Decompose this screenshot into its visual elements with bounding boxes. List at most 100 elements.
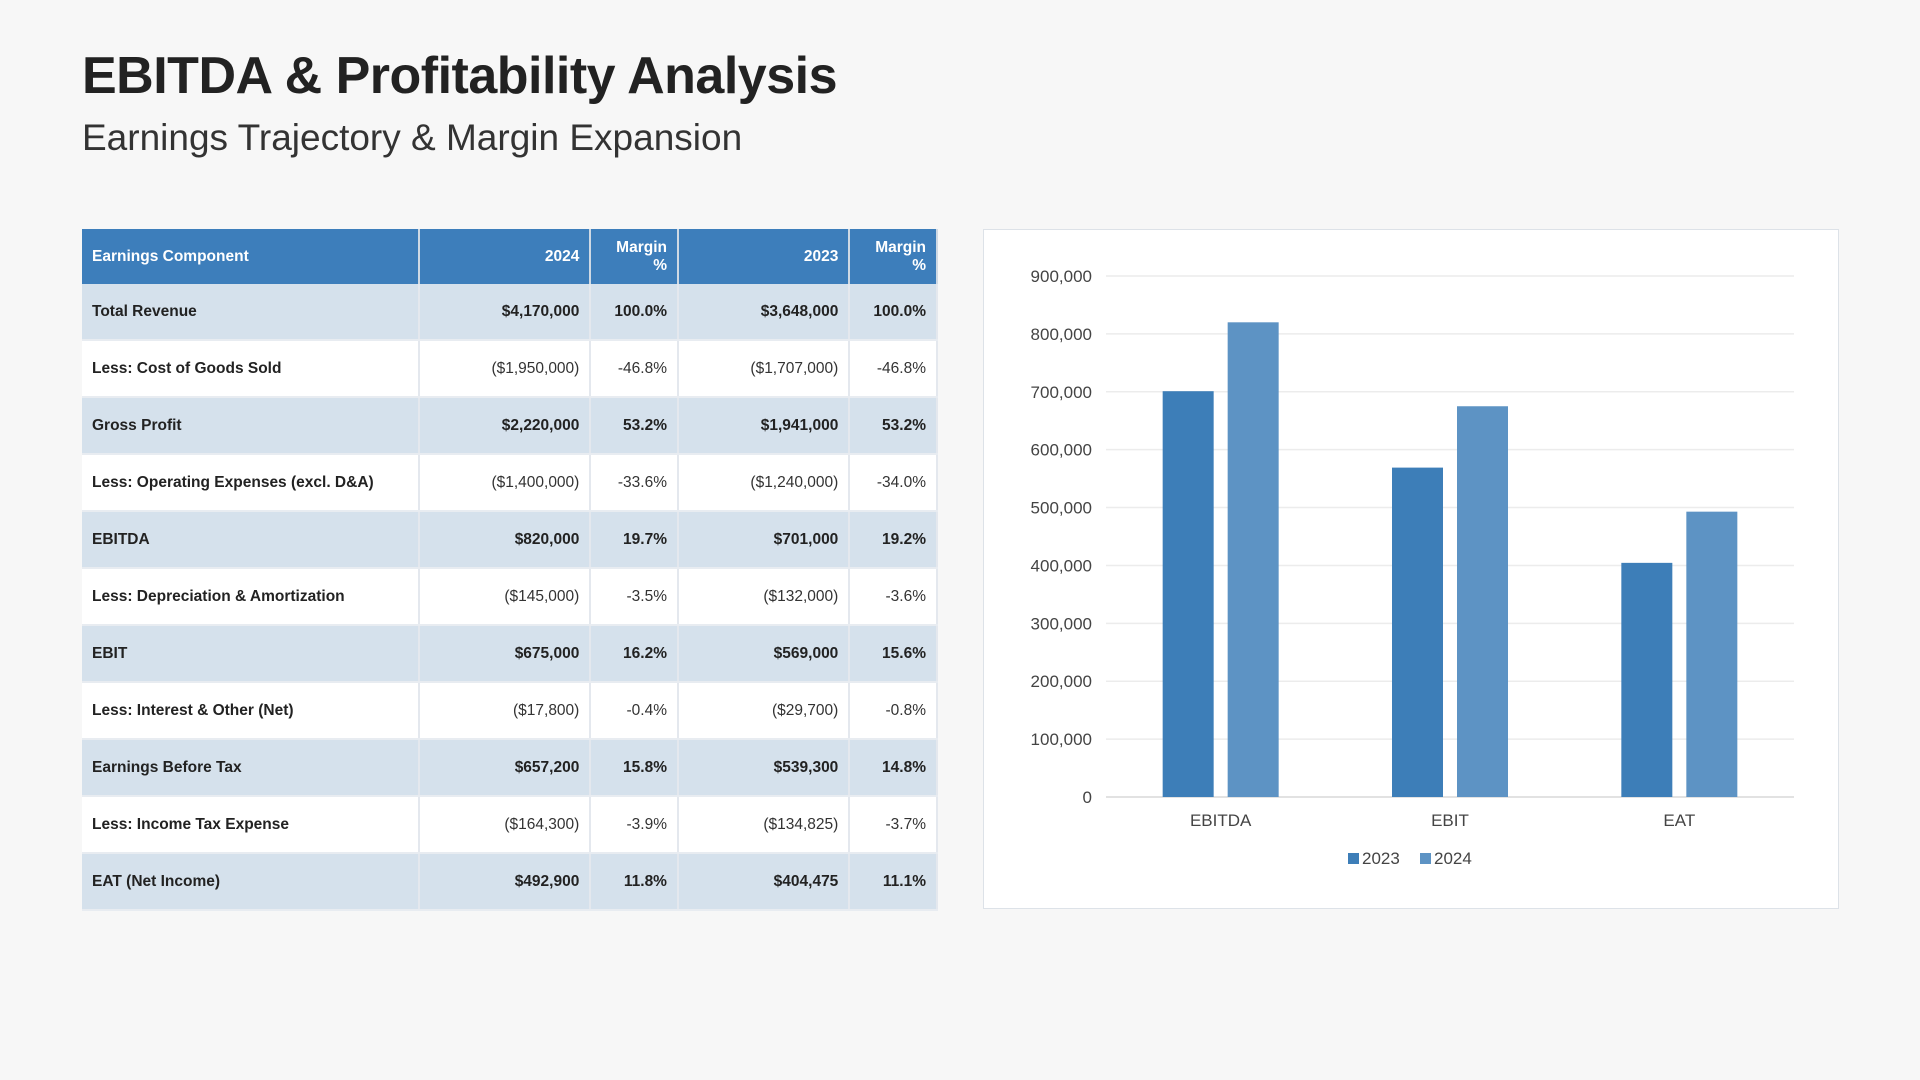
value-2024: ($17,800) — [419, 682, 592, 740]
value-2024: ($1,950,000) — [419, 340, 592, 398]
bar-2023-ebitda — [1162, 391, 1214, 797]
margin-2024: -3.9% — [590, 796, 679, 854]
value-2023: $3,648,000 — [677, 284, 851, 341]
value-2023: $569,000 — [677, 625, 851, 683]
column-header-2023: 2023 — [677, 229, 851, 284]
margin-2023: 53.2% — [849, 397, 938, 455]
x-tick-label: EAT — [1663, 811, 1695, 830]
row-label: Earnings Before Tax — [82, 739, 421, 797]
table-row: EAT (Net Income) $492,900 11.8% $404,475 11.… — [82, 853, 938, 911]
y-tick-label: 100,000 — [1031, 730, 1092, 749]
value-2023: $404,475 — [677, 853, 851, 911]
value-2023: ($1,707,000) — [677, 340, 851, 398]
margin-2023: 15.6% — [849, 625, 938, 683]
bar-2024-ebit — [1457, 406, 1508, 797]
table-row: EBITDA $820,000 19.7% $701,000 19.2% — [82, 511, 938, 569]
margin-2023: -3.7% — [849, 796, 938, 854]
value-2024: $2,220,000 — [419, 397, 592, 455]
legend-label: 2023 — [1362, 849, 1400, 868]
margin-2023: -3.6% — [849, 568, 938, 626]
margin-2023: -46.8% — [849, 340, 938, 398]
row-label: Gross Profit — [82, 397, 421, 455]
y-tick-label: 700,000 — [1031, 383, 1092, 402]
margin-2023: -0.8% — [849, 682, 938, 740]
table-header-row: Earnings Component 2024 Margin % 2023 Ma… — [82, 229, 938, 284]
y-tick-label: 0 — [1083, 788, 1092, 807]
margin-2024: -46.8% — [590, 340, 679, 398]
page-subtitle: Earnings Trajectory & Margin Expansion — [82, 117, 743, 158]
value-2024: $4,170,000 — [419, 284, 592, 341]
margin-2024: -3.5% — [590, 568, 679, 626]
legend-swatch-2023 — [1348, 853, 1359, 864]
row-label: Total Revenue — [82, 284, 421, 341]
bar-2023-ebit — [1392, 467, 1443, 797]
margin-2024: 15.8% — [590, 739, 679, 797]
value-2023: $1,941,000 — [677, 397, 851, 455]
table-row: EBIT $675,000 16.2% $569,000 15.6% — [82, 625, 938, 683]
bar-2024-eat — [1686, 511, 1738, 797]
value-2023: ($29,700) — [677, 682, 851, 740]
y-tick-label: 400,000 — [1031, 556, 1092, 575]
margin-2023: 11.1% — [849, 853, 938, 911]
table-row: Less: Interest & Other (Net) ($17,800) -0.… — [82, 682, 938, 740]
page-title: EBITDA & Profitability Analysis — [82, 47, 838, 105]
table-row: Less: Cost of Goods Sold ($1,950,000) -46.… — [82, 340, 938, 398]
y-tick-label: 300,000 — [1031, 614, 1092, 633]
bar-2024-ebitda — [1227, 322, 1279, 797]
chart-panel: 0 100,000 200,000 300,000 400,000 500,000 600,… — [983, 229, 1839, 909]
column-header-2024: 2024 — [419, 229, 592, 284]
bar-2023-eat — [1621, 562, 1673, 797]
row-label: EAT (Net Income) — [82, 853, 421, 911]
row-label: Less: Operating Expenses (excl. D&A) — [82, 454, 421, 512]
value-2023: ($132,000) — [677, 568, 851, 626]
margin-2023: 14.8% — [849, 739, 938, 797]
margin-2024: 53.2% — [590, 397, 679, 455]
value-2023: ($1,240,000) — [677, 454, 851, 512]
row-label: EBITDA — [82, 511, 421, 569]
legend-label: 2024 — [1434, 849, 1472, 868]
margin-2024: 16.2% — [590, 625, 679, 683]
y-tick-label: 200,000 — [1031, 672, 1092, 691]
row-label: Less: Interest & Other (Net) — [82, 682, 421, 740]
value-2023: $539,300 — [677, 739, 851, 797]
value-2023: ($134,825) — [677, 796, 851, 854]
bar-chart: 0 100,000 200,000 300,000 400,000 500,000 600,… — [1031, 267, 1794, 868]
column-header-component: Earnings Component — [82, 229, 421, 284]
margin-2024: -0.4% — [590, 682, 679, 740]
column-header-margin-2023: Margin % — [849, 229, 938, 284]
value-2024: $657,200 — [419, 739, 592, 797]
value-2024: $820,000 — [419, 511, 592, 569]
x-tick-label: EBIT — [1431, 811, 1469, 830]
margin-2023: -34.0% — [849, 454, 938, 512]
row-label: Less: Depreciation & Amortization — [82, 568, 421, 626]
legend-swatch-2024 — [1420, 853, 1431, 864]
margin-2023: 19.2% — [849, 511, 938, 569]
row-label: Less: Income Tax Expense — [82, 796, 421, 854]
value-2024: ($164,300) — [419, 796, 592, 854]
y-tick-label: 900,000 — [1031, 267, 1092, 286]
value-2024: $492,900 — [419, 853, 592, 911]
row-label: EBIT — [82, 625, 421, 683]
x-tick-label: EBITDA — [1190, 811, 1252, 830]
table-row: Earnings Before Tax $657,200 15.8% $539,300… — [82, 739, 938, 797]
value-2024: ($145,000) — [419, 568, 592, 626]
y-tick-label: 800,000 — [1031, 325, 1092, 344]
table-row: Less: Income Tax Expense ($164,300) -3.9%(… — [82, 796, 938, 854]
value-2024: $675,000 — [419, 625, 592, 683]
value-2024: ($1,400,000) — [419, 454, 592, 512]
earnings-table: Earnings Component 2024 Margin % 2023 Ma… — [82, 229, 938, 911]
value-2023: $701,000 — [677, 511, 851, 569]
y-tick-label: 500,000 — [1031, 499, 1092, 518]
y-tick-label: 600,000 — [1031, 441, 1092, 460]
column-header-margin-2024: Margin % — [590, 229, 679, 284]
table-row: Less: Depreciation & Amortization ($145,0… — [82, 568, 938, 626]
table-row: Less: Operating Expenses (excl. D&A) ($1,… — [82, 454, 938, 512]
table-row: Gross Profit $2,220,000 53.2% $1,941,000 53.… — [82, 397, 938, 455]
row-label: Less: Cost of Goods Sold — [82, 340, 421, 398]
margin-2024: 11.8% — [590, 853, 679, 911]
margin-2024: -33.6% — [590, 454, 679, 512]
margin-2024: 100.0% — [590, 284, 679, 341]
margin-2024: 19.7% — [590, 511, 679, 569]
margin-2023: 100.0% — [849, 284, 938, 341]
table-row: Total Revenue $4,170,000 100.0% $3,648,000 1… — [82, 284, 938, 341]
